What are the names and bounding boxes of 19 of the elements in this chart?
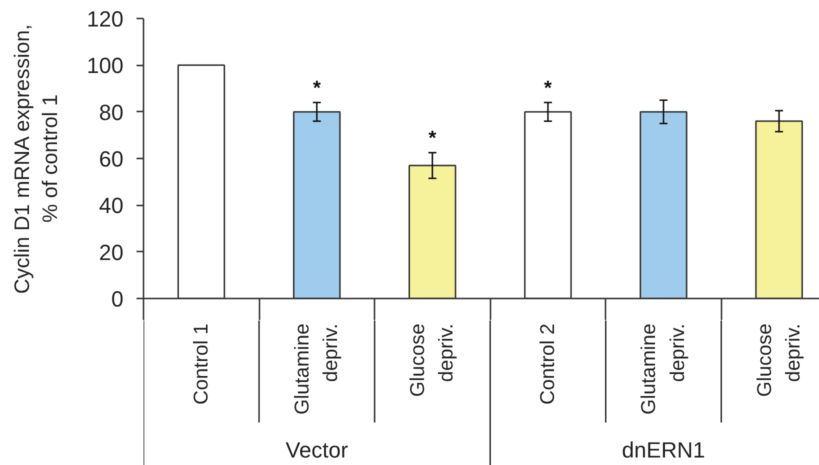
x-tick-label: Glutamine depriv. [292,323,342,415]
data-label: * [428,128,436,150]
y-tick-label: 40 [99,193,124,218]
x-tick-label: Glucose depriv. [407,323,458,397]
y-tick-label: 80 [99,100,124,125]
y-tick-label: 0 [111,286,124,312]
data-label: * [312,78,321,100]
y-axis-title: Cyclin D1 mRNA expression, % of control 1 [11,24,62,294]
y-tick-label: 60 [99,146,124,172]
y-tick-label: 100 [86,53,124,78]
x-tick-label: Glutamine depriv. [638,323,689,415]
x-tick-label: Glucose depriv. [754,323,804,397]
text: Vector [286,438,348,462]
y-tick-label: 120 [86,6,124,32]
x-tick-label: Control 1 [190,323,212,405]
y-tick-label: 20 [99,240,124,265]
data-label: * [544,78,552,100]
text: dnERN1 [622,438,706,462]
x-tick-label: Control 2 [536,323,559,405]
